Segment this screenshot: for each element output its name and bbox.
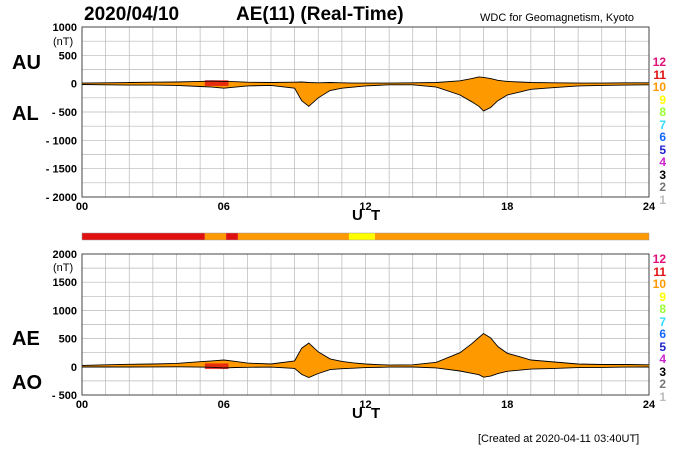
xtick-label: 12 (359, 399, 371, 411)
xtick-label: 24 (643, 201, 656, 213)
legend-item-2: 2 (659, 180, 666, 194)
ytick-label: 1000 (53, 22, 77, 34)
legend-item-11: 11 (653, 264, 666, 279)
station-bar-segment (237, 233, 349, 240)
au-label: AU (12, 52, 41, 74)
station-bar-segment (374, 233, 649, 240)
top-unit-label: (nT) (53, 36, 74, 48)
ao-label: AO (12, 372, 42, 394)
legend-item-7: 7 (659, 314, 666, 329)
xtick-label: 18 (501, 399, 513, 411)
legend-item-5: 5 (659, 339, 666, 354)
ae-label: AE (12, 328, 40, 350)
legend-item-10: 10 (652, 80, 666, 94)
station-bar-segment (348, 233, 375, 240)
legend-item-1: 1 (659, 389, 666, 404)
legend-item-3: 3 (659, 167, 666, 182)
series-line-ae (81, 332, 650, 366)
series-line-au (81, 76, 649, 84)
legend-item-4: 4 (659, 352, 666, 366)
xtick-label: 00 (76, 399, 88, 411)
area-highlight-red (204, 363, 229, 370)
station-bar-frame (81, 232, 650, 241)
ytick-label: - 2000 (46, 192, 77, 204)
created-timestamp: [Created at 2020-04-11 03:40UT] (478, 433, 640, 445)
legend-item-8: 8 (659, 105, 666, 119)
legend-item-3: 3 (659, 364, 666, 379)
chart-title: AE(11) (Real-Time) (236, 4, 404, 25)
series-line-ao (82, 366, 650, 378)
xtick-label: 06 (218, 201, 230, 213)
ytick-label: 1000 (53, 305, 77, 317)
legend-item-12: 12 (652, 55, 666, 69)
top-xlabel: U T (352, 207, 383, 224)
legend-item-11: 11 (653, 67, 666, 82)
legend-item-12: 12 (652, 252, 666, 266)
legend-item-1: 1 (659, 192, 666, 207)
al-label: AL (12, 103, 39, 125)
ytick-label: 0 (71, 362, 77, 374)
series-line-al (81, 84, 650, 112)
ytick-label: 1500 (53, 277, 77, 289)
ytick-label: - 500 (52, 390, 77, 402)
ytick-label: - 500 (52, 107, 77, 119)
legend-item-2: 2 (659, 377, 666, 391)
bottom-unit-label: (nT) (53, 262, 74, 274)
legend-item-9: 9 (659, 289, 666, 304)
legend-item-10: 10 (652, 277, 666, 291)
station-bar-segment (204, 233, 227, 240)
legend-item-6: 6 (659, 130, 666, 144)
xtick-label: 12 (359, 201, 371, 213)
ytick-label: - 1000 (46, 135, 77, 147)
station-bar-segment (226, 233, 238, 240)
station-count-legend-top: 12 11 10 9 8 7 6 5 4 3 2 1 (652, 56, 666, 206)
plot-frame (81, 253, 650, 396)
ytick-label: 500 (59, 50, 77, 62)
chart-date: 2020/04/10 (84, 4, 180, 25)
legend-item-7: 7 (659, 117, 666, 132)
station-count-legend-bottom: 12 11 10 9 8 7 6 5 4 3 2 1 (652, 253, 666, 403)
legend-item-5: 5 (659, 142, 666, 157)
legend-item-9: 9 (659, 92, 666, 107)
legend-item-4: 4 (659, 155, 666, 169)
xtick-label: 06 (218, 399, 230, 411)
legend-item-6: 6 (659, 327, 666, 341)
bottom-xlabel: U T (352, 405, 383, 422)
station-bar-segment (82, 233, 205, 240)
plot-frame (81, 26, 650, 198)
source-label: WDC for Geomagnetism, Kyoto (480, 12, 635, 24)
ytick-label: 0 (71, 79, 77, 91)
ytick-label: - 1500 (46, 164, 77, 176)
area-highlight-red (204, 80, 229, 86)
xtick-label: 24 (643, 399, 656, 411)
xtick-label: 18 (501, 201, 513, 213)
xtick-label: 00 (76, 201, 88, 213)
ytick-label: 2000 (53, 249, 77, 261)
ytick-label: 500 (59, 334, 77, 346)
legend-item-8: 8 (659, 302, 666, 316)
